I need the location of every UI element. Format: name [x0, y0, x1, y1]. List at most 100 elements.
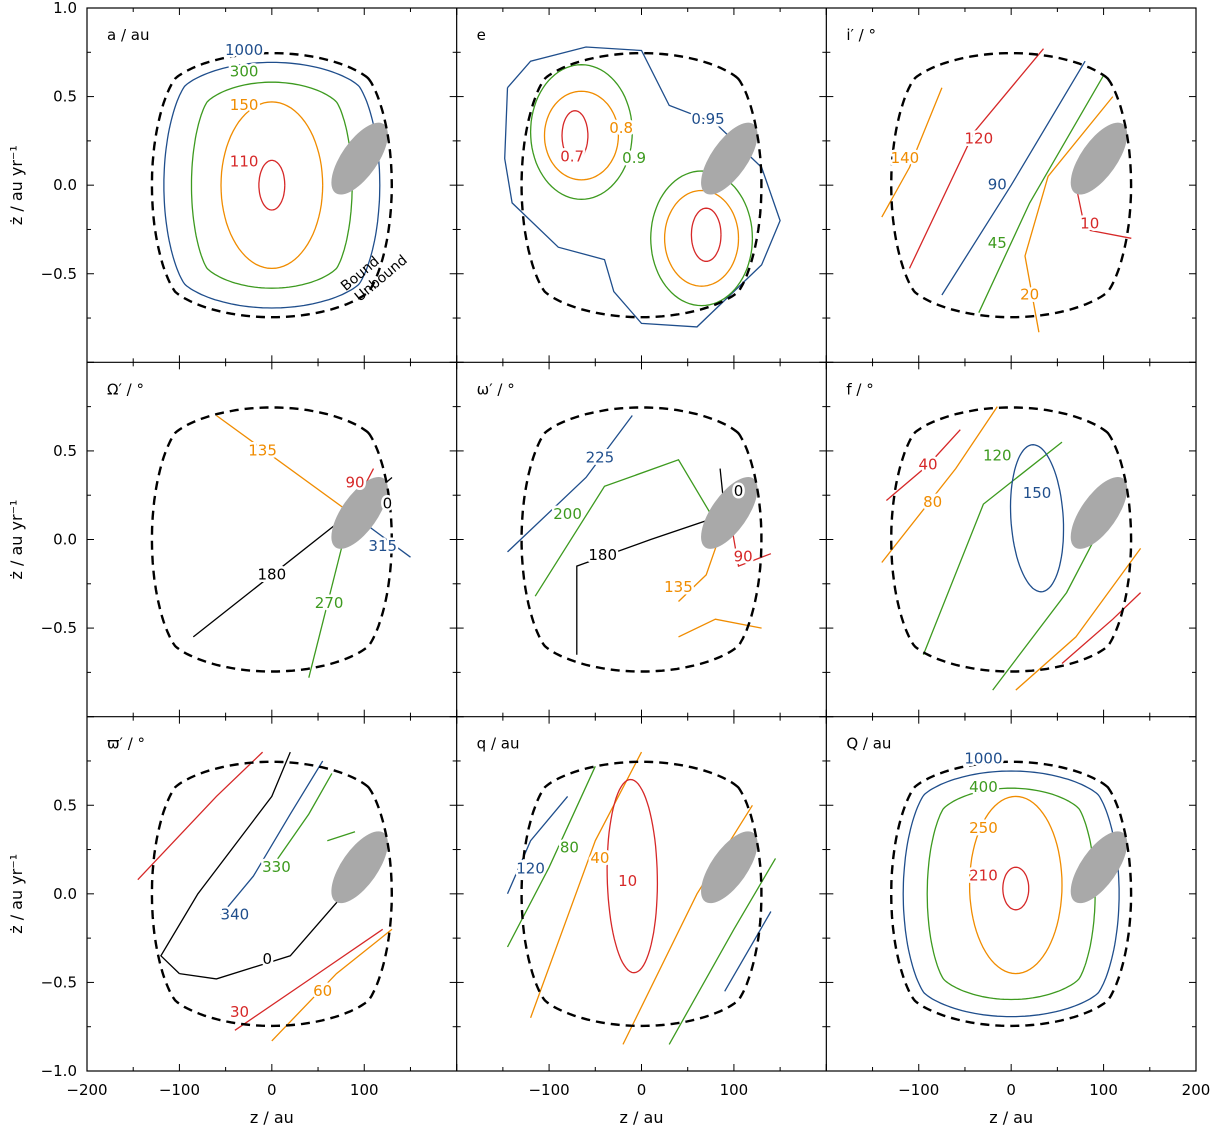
contour-line — [1015, 548, 1142, 691]
panel-title: f / ° — [846, 380, 873, 398]
contour-label: 330 — [262, 858, 291, 876]
x-tick-label: −100 — [528, 1081, 569, 1099]
contour-line — [622, 804, 753, 1045]
panel-4: 135 90 0 315 180 270 Ω′ / ° — [86, 361, 458, 718]
contour-line — [941, 60, 1086, 296]
contour-label: 0.7 — [560, 147, 584, 165]
shaded-ellipse — [1070, 477, 1128, 549]
panel-title: ω′ / ° — [477, 380, 515, 398]
boundary-dashed — [889, 760, 1133, 1028]
contour-label: 45 — [988, 234, 1007, 252]
shaded-ellipse — [701, 477, 758, 549]
contour-line — [663, 189, 740, 287]
y-tick-label: 0.0 — [53, 885, 77, 903]
boundary-dashed — [150, 406, 394, 673]
contour-label: 1000 — [964, 750, 1002, 768]
contour-line — [926, 787, 1096, 1001]
boundary-dashed — [150, 760, 394, 1028]
panel-title: Q / au — [846, 735, 891, 753]
contour-label: 20 — [1020, 286, 1039, 304]
contour-line — [978, 74, 1105, 313]
contour-label: 400 — [969, 778, 998, 796]
shaded-ellipse — [331, 122, 388, 195]
contour-line — [561, 110, 589, 162]
contour-line — [504, 46, 781, 328]
contour-line — [690, 207, 722, 262]
panel-2: 0.95 0.8 0.9 0.7 e — [456, 7, 827, 363]
panel-3: 140 120 90 45 20 10 i′ / ° — [825, 7, 1197, 363]
contour-label: 340 — [221, 906, 250, 924]
x-tick-label: 0 — [637, 1081, 647, 1099]
contour-label: 135 — [248, 441, 277, 459]
y-tick-label: 0.5 — [53, 796, 77, 814]
shaded-ellipse — [1070, 122, 1128, 195]
contour-line — [881, 406, 998, 563]
contour-label: 90 — [988, 176, 1007, 194]
contour-line — [678, 618, 762, 638]
contour-label: 90 — [734, 548, 753, 566]
contour-label: 135 — [664, 578, 693, 596]
contour-label: 90 — [345, 473, 364, 491]
y-tick-label: 0.5 — [53, 88, 77, 106]
contour-line — [881, 87, 943, 218]
contour-label: 120 — [516, 860, 545, 878]
y-tick-label: 0.0 — [53, 176, 77, 194]
contour-line — [271, 773, 333, 868]
boundary-dashed — [520, 406, 763, 673]
y-axis-label: ż / au yr⁻¹ — [7, 500, 26, 580]
contour-line — [220, 760, 324, 916]
contour-label: 10 — [1080, 215, 1099, 233]
boundary-dashed — [889, 406, 1133, 673]
contour-label: 40 — [918, 456, 937, 474]
contour-label: 10 — [618, 872, 637, 890]
contour-label: 110 — [230, 153, 259, 171]
contour-line — [543, 90, 620, 181]
y-axis-label: ż / au yr⁻¹ — [7, 145, 26, 225]
y-tick-label: −0.5 — [41, 265, 77, 283]
contour-line — [271, 928, 393, 1042]
contour-line — [1024, 96, 1114, 333]
contour-line — [922, 441, 1063, 655]
contour-label: 40 — [590, 849, 609, 867]
contour-line — [1002, 866, 1030, 911]
panel-title: e — [477, 26, 486, 44]
contour-line — [220, 101, 324, 270]
contour-line — [529, 64, 633, 200]
contour-label: 180 — [258, 565, 287, 583]
x-tick-label: 0 — [267, 1081, 277, 1099]
contour-line — [606, 778, 659, 974]
x-axis-label: z / au — [989, 1108, 1033, 1127]
contour-label: 0 — [262, 950, 272, 968]
panel-title: i′ / ° — [846, 26, 876, 44]
contour-label: 140 — [891, 149, 920, 167]
contour-line — [163, 61, 381, 309]
panel-title: ϖ′ / ° — [107, 735, 145, 753]
contour-line — [192, 512, 351, 638]
contour-label: 315 — [368, 537, 397, 555]
contour-line — [885, 429, 961, 501]
contour-label: 270 — [315, 594, 344, 612]
y-tick-label: 0.0 — [53, 531, 77, 549]
contour-label: 80 — [923, 493, 942, 511]
contour-label: 60 — [313, 982, 332, 1000]
shaded-ellipse — [1070, 831, 1128, 904]
contour-label: 225 — [586, 449, 615, 467]
y-tick-label: −0.5 — [41, 973, 77, 991]
contour-label: 250 — [969, 819, 998, 837]
contour-line — [160, 751, 291, 975]
y-tick-label: 1.0 — [53, 0, 77, 17]
contour-line — [968, 795, 1063, 975]
contour-label: 0.95 — [691, 110, 724, 128]
panel-8: 120 80 40 10 q / au — [456, 716, 827, 1072]
contour-line — [724, 911, 772, 992]
contour-label: 180 — [588, 546, 617, 564]
contour-line — [258, 159, 286, 211]
contour-line — [327, 831, 356, 842]
shaded-ellipse — [701, 122, 758, 195]
x-tick-label: −100 — [898, 1081, 939, 1099]
contour-label: 150 — [1023, 484, 1052, 502]
contour-line — [1009, 444, 1065, 593]
panel-1: 1000 300 150 110 a / au — [86, 7, 458, 363]
panel-title: q / au — [477, 735, 520, 753]
